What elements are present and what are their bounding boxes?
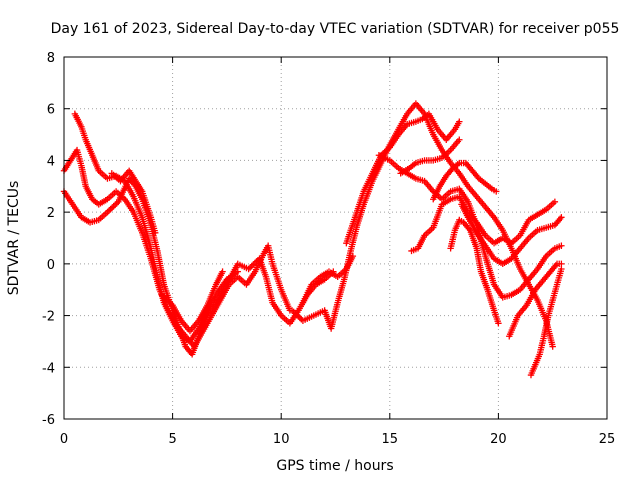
- y-tick-label: 4: [47, 154, 55, 169]
- chart-title: Day 161 of 2023, Sidereal Day-to-day VTE…: [51, 21, 620, 37]
- data-point: [558, 214, 565, 221]
- series-sat-f: [288, 100, 556, 350]
- series-sat-k: [408, 193, 559, 255]
- y-tick-label: -4: [42, 361, 55, 376]
- series-sat-c: [60, 146, 294, 350]
- data-point: [110, 203, 117, 210]
- x-tick-label: 20: [490, 432, 507, 447]
- data-point: [107, 205, 114, 213]
- series-sat-o: [527, 265, 565, 379]
- y-axis-label: SDTVAR / TECUs: [6, 181, 22, 296]
- x-tick-label: 5: [168, 432, 176, 447]
- data-point: [456, 136, 463, 143]
- data-point: [111, 201, 119, 208]
- data-point: [246, 264, 254, 271]
- series-sat-n: [506, 260, 565, 340]
- x-tick-label: 10: [273, 432, 290, 447]
- data-point: [152, 229, 159, 237]
- data-point: [493, 188, 500, 195]
- y-tick-label: -6: [42, 413, 55, 428]
- data-marks: [60, 100, 565, 379]
- x-tick-label: 15: [382, 432, 399, 447]
- series-sat-p: [299, 252, 357, 306]
- data-point: [558, 265, 565, 273]
- y-tick-label: 8: [47, 51, 55, 66]
- data-point: [549, 343, 556, 350]
- data-point: [108, 204, 116, 211]
- x-tick-label: 0: [60, 432, 68, 447]
- series-sat-i: [397, 136, 463, 177]
- series-sat-j: [430, 159, 500, 203]
- plot-frame: [63, 56, 608, 420]
- data-point: [456, 118, 463, 125]
- data-point: [558, 242, 565, 249]
- series-sat-e: [158, 268, 226, 335]
- data-point: [105, 207, 113, 214]
- y-tick-label: 2: [47, 206, 55, 221]
- x-tick-label: 25: [599, 432, 616, 447]
- series-sat-g: [343, 110, 463, 247]
- y-tick-label: 6: [47, 103, 55, 118]
- series-sat-l: [447, 216, 502, 327]
- data-point: [551, 198, 559, 205]
- series-sat-m: [458, 201, 565, 268]
- x-axis-label: GPS time / hours: [276, 458, 393, 474]
- y-tick-label: -2: [42, 310, 55, 325]
- data-point: [219, 268, 226, 275]
- data-point: [349, 252, 357, 260]
- y-tick-label: 0: [47, 258, 55, 273]
- data-point: [495, 320, 502, 327]
- series-sat-d: [108, 167, 159, 237]
- axis-ticks: 0 5 10 15 20 25 -6 -4 -2 0 2 4 6 8: [42, 51, 615, 447]
